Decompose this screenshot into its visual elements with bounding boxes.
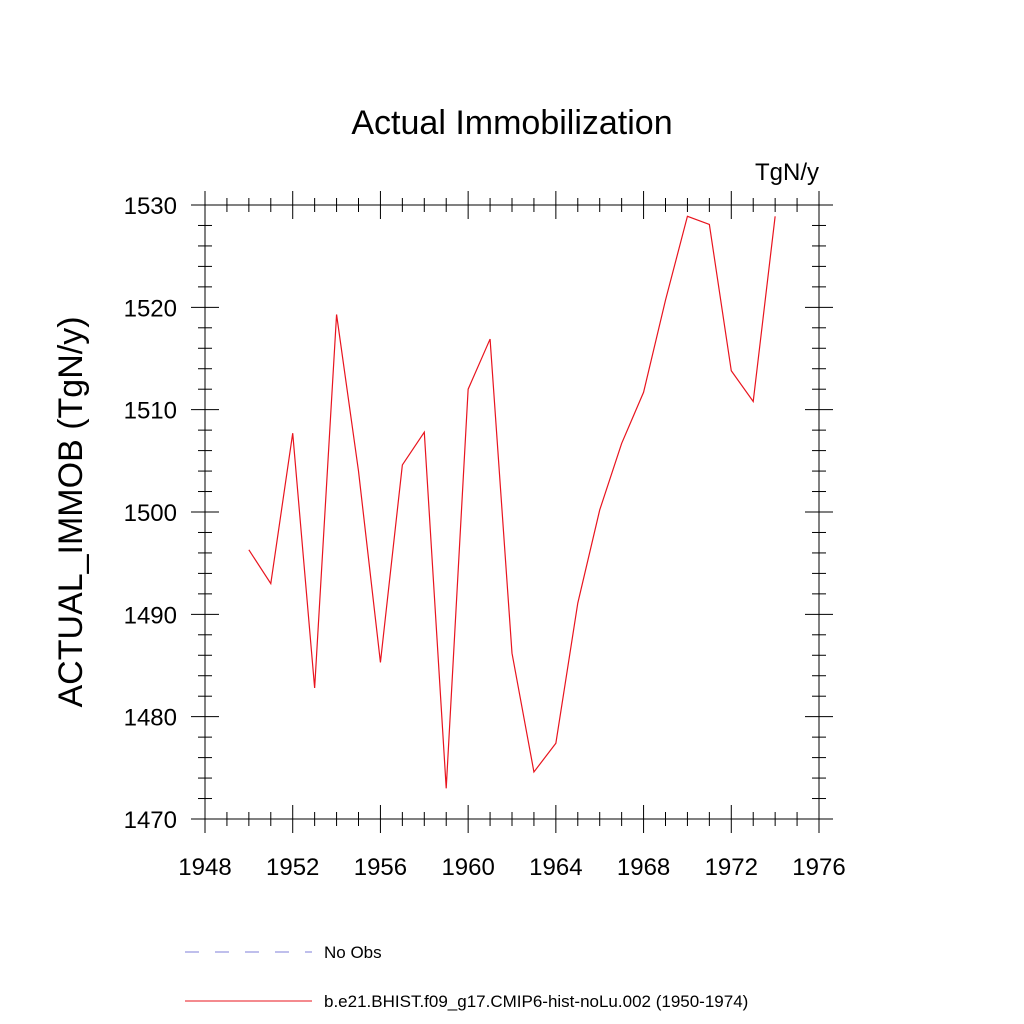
axis-ticks [191, 191, 833, 833]
legend-label-model: b.e21.BHIST.f09_g17.CMIP6-hist-noLu.002 … [324, 992, 748, 1011]
y-tick-label: 1480 [124, 705, 177, 732]
legend-label-no-obs: No Obs [324, 943, 382, 962]
y-tick-label: 1510 [124, 398, 177, 425]
axis-tick-labels: 1948 1952 1956 1960 1964 1968 1972 1976 1470 1480… [124, 193, 846, 881]
x-tick-label: 1972 [705, 854, 758, 881]
y-tick-label: 1490 [124, 602, 177, 629]
series-line-1 [248, 215, 776, 789]
units-label: TgN/y [755, 159, 819, 186]
x-tick-label: 1952 [266, 854, 319, 881]
y-axis-label: ACTUAL_IMMOB (TgN/y) [52, 316, 90, 707]
series-layer [248, 215, 776, 789]
y-tick-label: 1520 [124, 295, 177, 322]
chart-title: Actual Immobilization [351, 104, 672, 142]
y-tick-label: 1470 [124, 807, 177, 834]
y-tick-label: 1500 [124, 500, 177, 527]
x-tick-label: 1956 [354, 854, 407, 881]
x-tick-label: 1948 [178, 854, 231, 881]
x-tick-label: 1968 [617, 854, 670, 881]
y-tick-label: 1530 [124, 193, 177, 220]
x-tick-label: 1960 [441, 854, 494, 881]
plot-frame [204, 204, 820, 820]
legend: No Obs b.e21.BHIST.f09_g17.CMIP6-hist-no… [185, 943, 748, 1011]
x-tick-label: 1976 [792, 854, 845, 881]
x-tick-label: 1964 [529, 854, 582, 881]
